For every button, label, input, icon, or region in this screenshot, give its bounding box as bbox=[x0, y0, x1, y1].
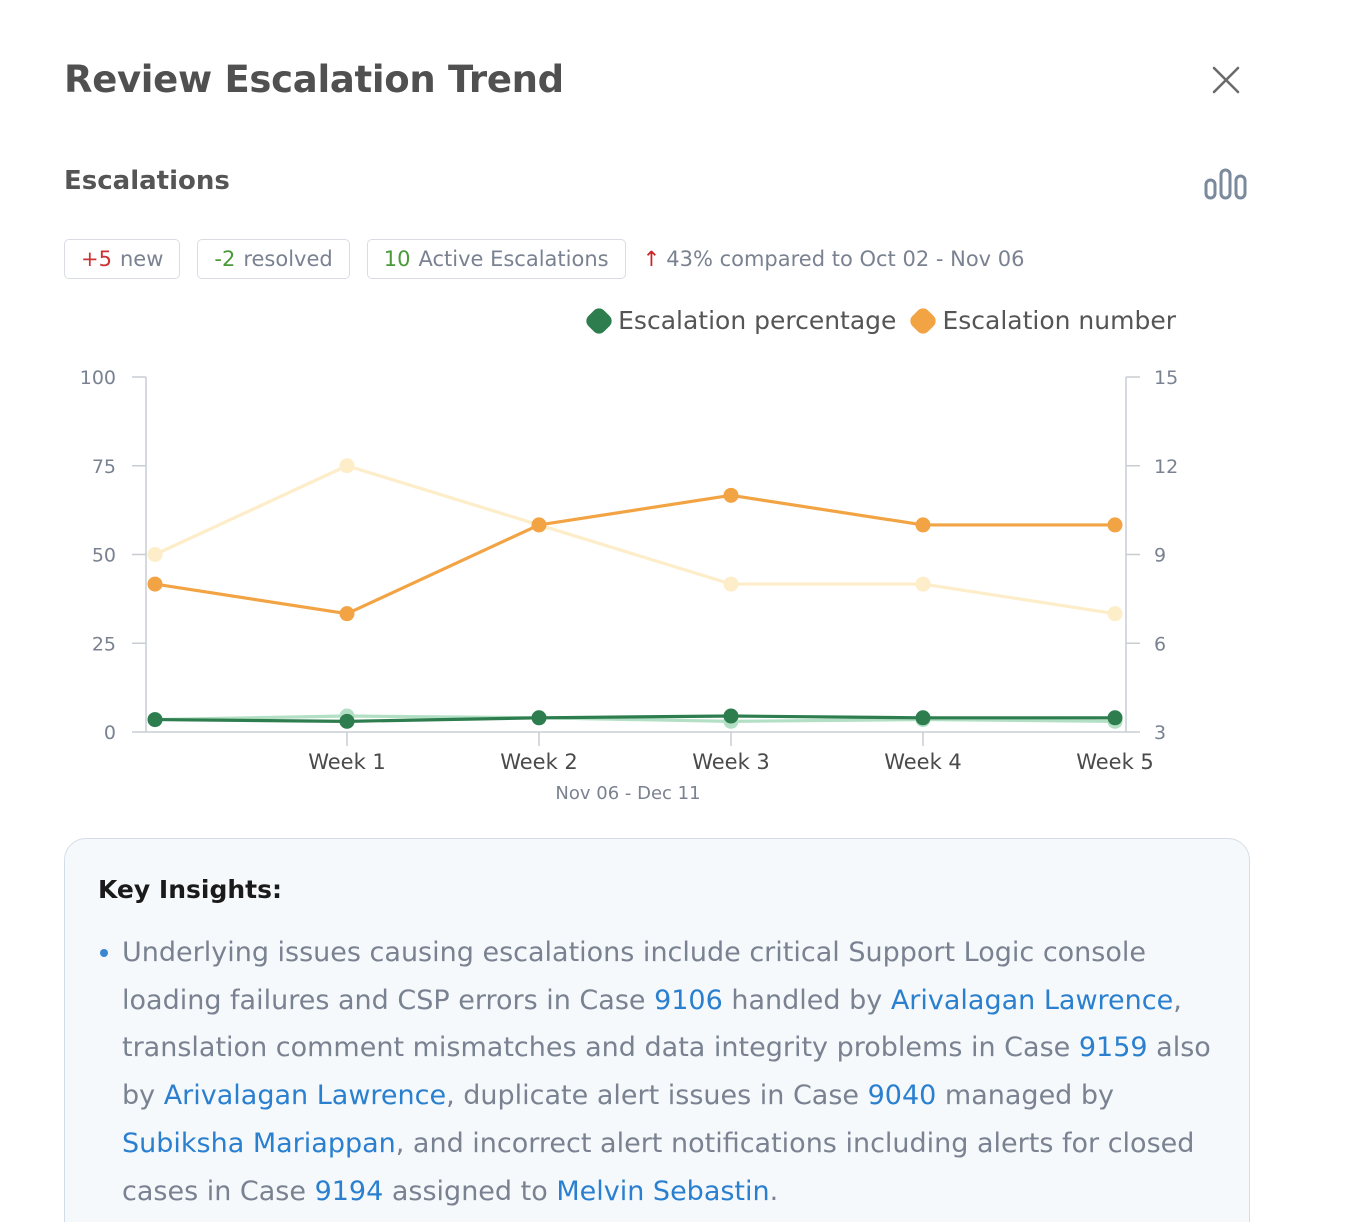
data-point-percentage bbox=[723, 708, 739, 724]
summary-chips: +5 new -2 resolved 10 Active Escalations… bbox=[64, 238, 1025, 280]
y-right-tick-label: 9 bbox=[1154, 545, 1166, 567]
resolved-escalations-chip: -2 resolved bbox=[197, 239, 350, 279]
case-link[interactable]: 9194 bbox=[314, 1175, 384, 1207]
legend-item-percentage[interactable]: Escalation percentage bbox=[583, 304, 897, 337]
person-link[interactable]: Melvin Sebastin bbox=[556, 1175, 770, 1207]
active-count: 10 bbox=[383, 247, 411, 271]
person-link[interactable]: Arivalagan Lawrence bbox=[890, 984, 1174, 1016]
insight-text: Underlying issues causing escalations in… bbox=[122, 937, 1146, 1016]
new-label: new bbox=[119, 247, 164, 271]
insight-text: , duplicate alert issues in Case bbox=[446, 1080, 868, 1112]
data-point-number bbox=[723, 487, 739, 503]
close-icon bbox=[1212, 66, 1240, 94]
series-line-number bbox=[154, 493, 1115, 616]
escalation-trend-chart: 0 25 50 75 100 3 6 9 12 15 Week 1 Week 2 Week 3 Week … bbox=[80, 367, 1178, 804]
y-right-tick-label: 15 bbox=[1154, 367, 1178, 389]
legend-label-percentage: Escalation percentage bbox=[618, 306, 897, 335]
new-escalations-chip: +5 new bbox=[64, 239, 181, 279]
y-left-tick-label: 50 bbox=[92, 545, 116, 567]
y-right-tick-label: 12 bbox=[1154, 456, 1178, 478]
y-left-tick-label: 100 bbox=[80, 367, 116, 389]
insight-text: handled by bbox=[722, 984, 891, 1016]
case-link[interactable]: 9040 bbox=[867, 1080, 937, 1112]
active-escalations-chip: 10 Active Escalations bbox=[366, 239, 626, 279]
legend-marker-number bbox=[907, 304, 939, 337]
insights-list: Underlying issues causing escalations in… bbox=[98, 929, 1218, 1215]
data-point-number bbox=[147, 576, 163, 592]
data-point-percentage bbox=[531, 710, 547, 726]
new-count: +5 bbox=[81, 247, 112, 271]
comparison-indicator: ↑ 43% compared to Oct 02 - Nov 06 bbox=[643, 247, 1025, 271]
series-line-percentage-previous bbox=[154, 714, 1116, 723]
data-point-number-previous bbox=[723, 576, 739, 592]
bar-chart-icon bbox=[1204, 168, 1247, 200]
resolved-count: -2 bbox=[214, 247, 236, 271]
y-right-tick-label: 3 bbox=[1154, 722, 1166, 744]
insight-text: . bbox=[769, 1175, 779, 1207]
insight-text: , and incorrect alert notifications incl… bbox=[122, 1127, 1195, 1207]
data-point-number bbox=[531, 517, 547, 533]
legend-marker-percentage bbox=[583, 304, 615, 337]
data-point-number-previous bbox=[339, 458, 355, 474]
x-tick-label: Week 3 bbox=[692, 750, 770, 774]
insight-item: Underlying issues causing escalations in… bbox=[98, 929, 1218, 1215]
data-point-number-previous bbox=[1107, 606, 1123, 622]
key-insights-panel: Key Insights: Underlying issues causing … bbox=[64, 838, 1250, 1222]
series-line-percentage bbox=[154, 714, 1115, 723]
section-title: Escalations bbox=[64, 166, 230, 196]
data-point-percentage bbox=[147, 712, 163, 728]
data-point-number bbox=[915, 517, 931, 533]
legend-label-number: Escalation number bbox=[942, 306, 1176, 335]
insight-text: managed by bbox=[936, 1080, 1115, 1112]
data-point-percentage bbox=[915, 710, 931, 726]
chart-legend: Escalation percentage Escalation number bbox=[583, 304, 1176, 337]
data-point-number-previous bbox=[915, 576, 931, 592]
x-tick-label: Week 1 bbox=[308, 750, 386, 774]
active-label: Active Escalations bbox=[418, 247, 609, 271]
comparison-text: 43% compared to Oct 02 - Nov 06 bbox=[666, 247, 1025, 271]
series-line-number-previous bbox=[154, 464, 1116, 616]
x-tick-label: Week 5 bbox=[1076, 750, 1154, 774]
insight-text: , translation comment mismatches and dat… bbox=[122, 984, 1182, 1064]
x-axis-label: Nov 06 - Dec 11 bbox=[555, 783, 700, 804]
person-link[interactable]: Arivalagan Lawrence bbox=[163, 1080, 447, 1112]
legend-item-number[interactable]: Escalation number bbox=[907, 304, 1176, 337]
data-point-percentage bbox=[339, 713, 355, 729]
x-tick-label: Week 4 bbox=[884, 750, 962, 774]
insight-text: assigned to bbox=[383, 1175, 557, 1207]
person-link[interactable]: Subiksha Mariappan bbox=[122, 1127, 396, 1159]
data-point-number bbox=[1107, 517, 1123, 533]
case-link[interactable]: 9106 bbox=[654, 984, 723, 1016]
arrow-up-icon: ↑ bbox=[642, 247, 661, 271]
data-point-number bbox=[339, 606, 355, 622]
modal-title: Review Escalation Trend bbox=[64, 58, 564, 101]
insights-title: Key Insights: bbox=[98, 875, 282, 904]
x-tick-label: Week 2 bbox=[500, 750, 578, 774]
y-left-tick-label: 25 bbox=[92, 633, 116, 655]
y-left-tick-label: 75 bbox=[92, 456, 116, 478]
close-button[interactable] bbox=[1206, 60, 1246, 100]
data-point-number-previous bbox=[147, 547, 163, 562]
resolved-label: resolved bbox=[243, 247, 333, 271]
y-left-tick-label: 0 bbox=[104, 722, 116, 744]
insight-text: also by bbox=[122, 1032, 1211, 1112]
y-right-tick-label: 6 bbox=[1154, 633, 1166, 655]
data-point-percentage bbox=[1107, 710, 1123, 726]
chart-type-toggle-button[interactable] bbox=[1202, 166, 1252, 206]
case-link[interactable]: 9159 bbox=[1078, 1032, 1148, 1064]
